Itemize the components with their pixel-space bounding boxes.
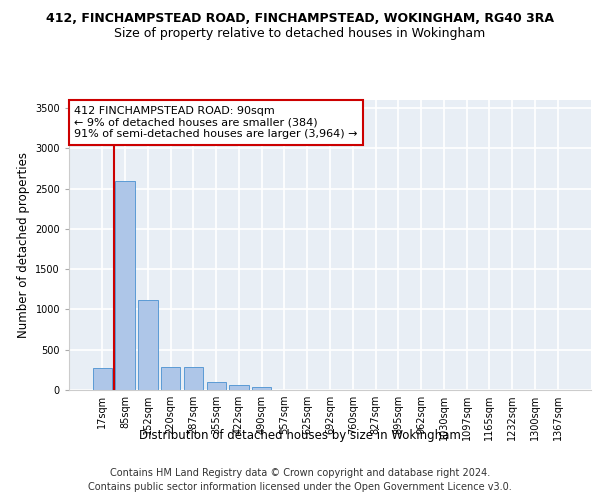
Text: 412, FINCHAMPSTEAD ROAD, FINCHAMPSTEAD, WOKINGHAM, RG40 3RA: 412, FINCHAMPSTEAD ROAD, FINCHAMPSTEAD, … [46,12,554,26]
Bar [252,387,271,390]
Text: Size of property relative to detached houses in Wokingham: Size of property relative to detached ho… [115,28,485,40]
Bar [93,368,112,390]
Bar [184,367,203,390]
Bar [229,385,248,390]
Bar [138,300,158,390]
Y-axis label: Number of detached properties: Number of detached properties [17,152,29,338]
Text: Contains HM Land Registry data © Crown copyright and database right 2024.: Contains HM Land Registry data © Crown c… [110,468,490,477]
Bar [115,180,135,390]
Text: Distribution of detached houses by size in Wokingham: Distribution of detached houses by size … [139,428,461,442]
Bar [161,367,181,390]
Bar [206,382,226,390]
Text: 412 FINCHAMPSTEAD ROAD: 90sqm
← 9% of detached houses are smaller (384)
91% of s: 412 FINCHAMPSTEAD ROAD: 90sqm ← 9% of de… [74,106,358,139]
Text: Contains public sector information licensed under the Open Government Licence v3: Contains public sector information licen… [88,482,512,492]
